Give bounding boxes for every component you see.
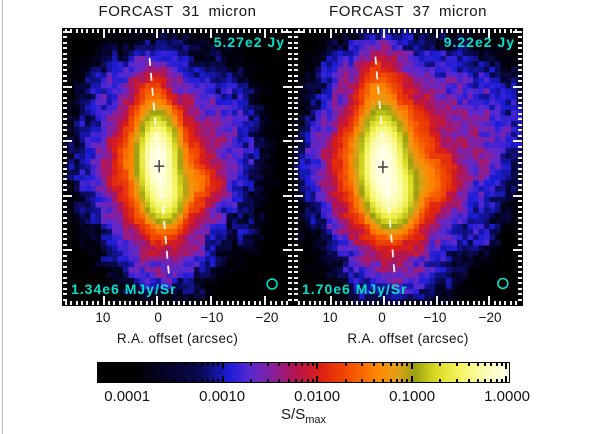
peak-flux-label: 5.27e2 Jy bbox=[213, 34, 285, 50]
x-tick-label: 0 bbox=[154, 310, 162, 325]
x-tick-label: −20 bbox=[478, 310, 502, 325]
page-edge-line bbox=[2, 0, 3, 434]
surface-brightness-label: 1.34e6 MJy/Sr bbox=[71, 281, 177, 297]
colorbar-tick-label: 0.1000 bbox=[389, 388, 436, 405]
peak-position-marker bbox=[377, 160, 388, 174]
intensity-map-canvas bbox=[294, 29, 522, 305]
surface-brightness-label: 1.70e6 MJy/Sr bbox=[302, 281, 408, 297]
x-tick-labels: 10 0 −10 −20 bbox=[62, 310, 293, 328]
colorbar-title: S/Smax bbox=[97, 406, 510, 426]
colorbar-tick-label: 0.0010 bbox=[199, 388, 246, 405]
panel-overlay bbox=[148, 57, 278, 290]
x-tick-labels: 10 0 −10 −20 bbox=[293, 310, 523, 328]
panel-overlay bbox=[374, 56, 509, 290]
x-axis-label: R.A. offset (arcsec) bbox=[116, 331, 239, 346]
intensity-map-canvas bbox=[63, 29, 292, 305]
peak-position-marker bbox=[154, 160, 165, 173]
colorbar-title-base: S/S bbox=[281, 406, 306, 423]
x-tick-label: 10 bbox=[95, 310, 111, 325]
x-tick-label: −10 bbox=[423, 310, 447, 325]
colorbar bbox=[97, 362, 510, 383]
colorbar-tick-label: 1.0000 bbox=[484, 388, 531, 405]
x-tick-label: −10 bbox=[200, 310, 224, 325]
x-tick-label: 0 bbox=[378, 310, 386, 325]
image-frame: 9.22e2 Jy 1.70e6 MJy/Sr bbox=[293, 28, 523, 306]
image-frame: 5.27e2 Jy 1.34e6 MJy/Sr bbox=[62, 28, 293, 306]
beam-size-circle bbox=[497, 277, 509, 290]
x-tick-label: 10 bbox=[322, 310, 338, 325]
colorbar-tick-label: 0.0001 bbox=[104, 388, 151, 405]
panel-title: FORCAST 37 micron bbox=[329, 3, 487, 20]
panel-title: FORCAST 31 micron bbox=[98, 3, 257, 20]
peak-flux-label: 9.22e2 Jy bbox=[443, 34, 515, 50]
colorbar-tick-labels: 0.0001 0.0010 0.0100 0.1000 1.0000 bbox=[97, 388, 530, 405]
x-axis-label: R.A. offset (arcsec) bbox=[347, 331, 469, 346]
colorbar-ticks bbox=[98, 363, 509, 382]
x-tick-label: −20 bbox=[255, 310, 279, 325]
beam-size-circle bbox=[266, 278, 278, 290]
colorbar-title-sub: max bbox=[305, 414, 326, 426]
colorbar-tick-label: 0.0100 bbox=[294, 388, 341, 405]
